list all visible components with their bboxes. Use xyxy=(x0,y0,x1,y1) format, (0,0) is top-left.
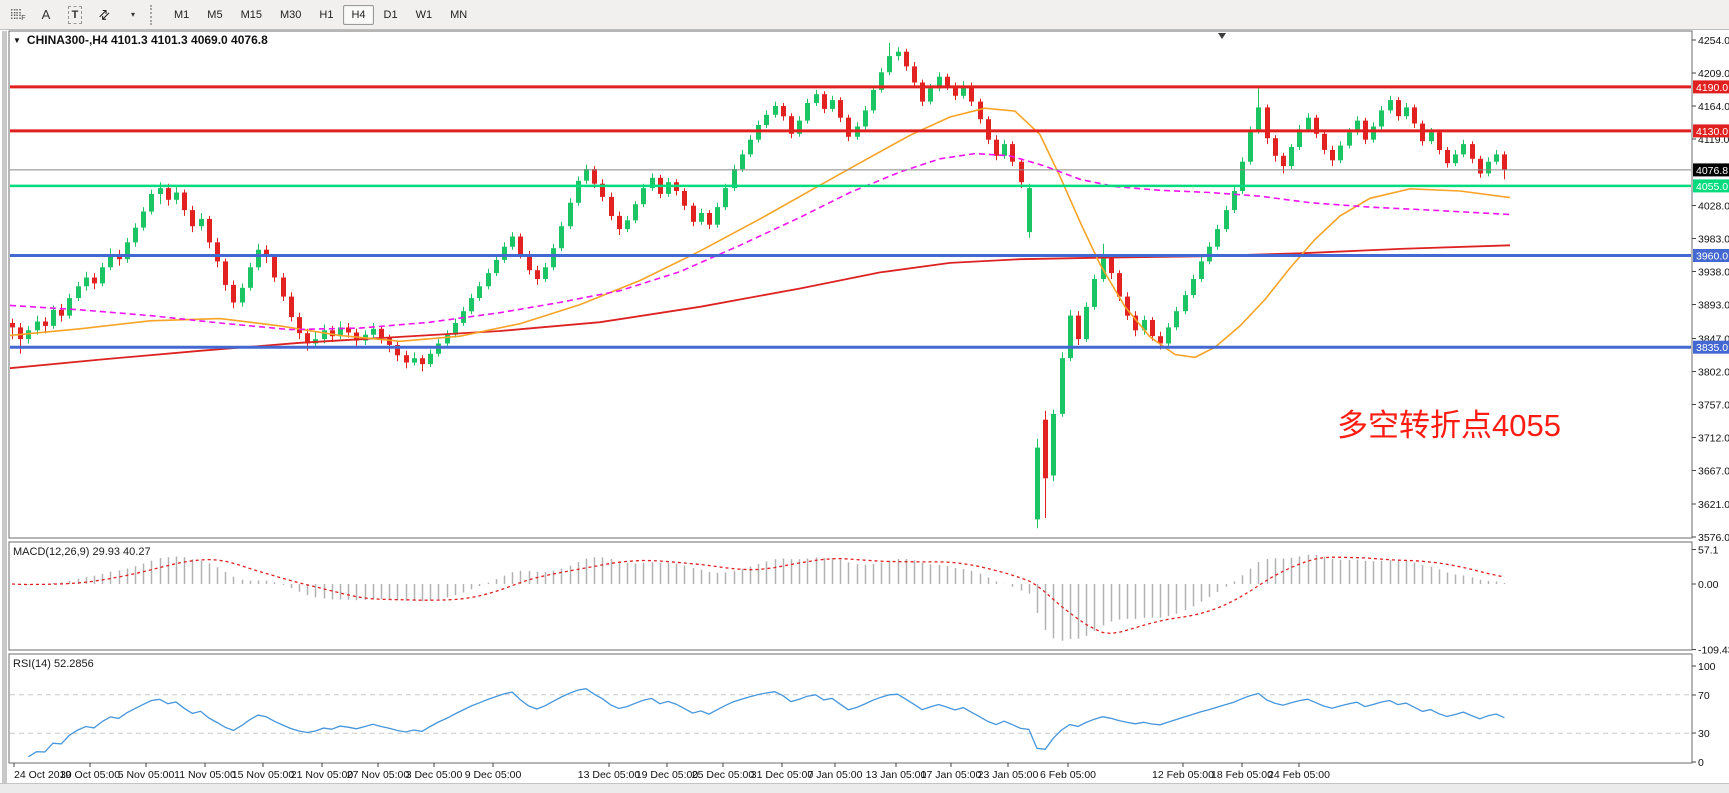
timeframe-D1[interactable]: D1 xyxy=(383,8,398,21)
svg-text:4190.0: 4190.0 xyxy=(1696,82,1728,94)
svg-text:0.00: 0.00 xyxy=(1698,579,1719,591)
price-label-4055.0 xyxy=(1693,179,1729,193)
svg-text:4254.0: 4254.0 xyxy=(1698,35,1729,47)
macd-indicator-label: MACD(12,26,9) 29.93 40.27 xyxy=(13,546,151,558)
svg-text:11 Nov 05:00: 11 Nov 05:00 xyxy=(174,769,236,781)
timeframe-H4[interactable]: H4 xyxy=(343,4,374,25)
svg-text:3938.0: 3938.0 xyxy=(1698,267,1729,279)
svg-text:31 Dec 05:00: 31 Dec 05:00 xyxy=(751,769,814,781)
dropdown-caret-icon[interactable]: ▾ xyxy=(130,10,135,19)
toolbar: ⣿⣿ F A T ⇄ ▾ M1 M5 M15 M30 H1 H4 D1 W1 MN xyxy=(0,0,1729,30)
chart-title: CHINA300-,H4 4101.3 4101.3 4069.0 4076.8 xyxy=(26,33,268,47)
price-axis[interactable]: 4254.04209.04164.04119.04028.03983.03938… xyxy=(1692,35,1729,769)
svg-text:4055.0: 4055.0 xyxy=(1696,181,1728,193)
macd-histogram xyxy=(19,554,1506,641)
window-left-edge xyxy=(2,31,7,783)
svg-text:0: 0 xyxy=(1698,757,1704,769)
rsi-line xyxy=(28,688,1505,758)
svg-text:3576.0: 3576.0 xyxy=(1698,532,1729,544)
svg-text:4028.0: 4028.0 xyxy=(1698,201,1729,213)
svg-text:4209.0: 4209.0 xyxy=(1698,68,1729,80)
price-label-4076.8 xyxy=(1693,163,1729,177)
price-label-3835.0 xyxy=(1693,340,1729,354)
svg-text:18 Feb 05:00: 18 Feb 05:00 xyxy=(1211,769,1273,781)
svg-text:70: 70 xyxy=(1698,690,1710,702)
svg-text:3 Dec 05:00: 3 Dec 05:00 xyxy=(406,769,463,781)
svg-text:13 Jan 05:00: 13 Jan 05:00 xyxy=(866,769,927,781)
price-label-4130.0 xyxy=(1693,124,1729,138)
svg-text:100: 100 xyxy=(1698,661,1716,673)
timeframe-W1[interactable]: W1 xyxy=(415,8,433,21)
chart-title-row: ▼ CHINA300-,H4 4101.3 4101.3 4069.0 4076… xyxy=(13,33,268,47)
toolbar-grip[interactable] xyxy=(150,4,158,25)
svg-text:3802.0: 3802.0 xyxy=(1698,366,1729,378)
symbol-dropdown-icon[interactable]: ▼ xyxy=(13,35,21,45)
svg-text:3621.0: 3621.0 xyxy=(1698,499,1729,511)
price-label-3960.0 xyxy=(1693,249,1729,262)
svg-text:3960.0: 3960.0 xyxy=(1696,251,1728,263)
timeframe-M1[interactable]: M1 xyxy=(174,8,190,21)
price-label-4190.0 xyxy=(1693,80,1729,94)
ma-orange-fast xyxy=(10,107,1511,359)
svg-text:6 Feb 05:00: 6 Feb 05:00 xyxy=(1040,769,1096,781)
ma-magenta-mid xyxy=(10,152,1511,331)
timeframe-H1[interactable]: H1 xyxy=(319,8,334,21)
svg-text:30 Oct 05:00: 30 Oct 05:00 xyxy=(60,769,120,781)
toolbar-icon-group: ⣿⣿ F A T ⇄ ▾ xyxy=(6,3,144,27)
svg-text:4076.8: 4076.8 xyxy=(1696,165,1728,177)
timeframe-MN[interactable]: MN xyxy=(450,8,468,21)
svg-text:3893.0: 3893.0 xyxy=(1698,300,1729,312)
svg-text:23 Jan 05:00: 23 Jan 05:00 xyxy=(978,769,1039,781)
shift-marker-icon xyxy=(1218,33,1226,39)
svg-text:57.1: 57.1 xyxy=(1698,545,1719,557)
svg-text:13 Dec 05:00: 13 Dec 05:00 xyxy=(578,769,641,781)
chart-annotation-text: 多空转折点4055 xyxy=(1337,408,1561,443)
text-a-icon[interactable]: A xyxy=(41,7,51,22)
window-bottom-edge xyxy=(0,784,1729,793)
svg-text:3835.0: 3835.0 xyxy=(1696,342,1728,354)
svg-text:17 Jan 05:00: 17 Jan 05:00 xyxy=(921,769,982,781)
timeframe-M5[interactable]: M5 xyxy=(207,8,223,21)
panel-rsi[interactable] xyxy=(8,653,1693,764)
svg-text:15 Nov 05:00: 15 Nov 05:00 xyxy=(232,769,295,781)
svg-text:19 Dec 05:00: 19 Dec 05:00 xyxy=(636,769,699,781)
timeframe-toolbar: M1 M5 M15 M30 H1 H4 D1 W1 MN xyxy=(166,4,475,25)
svg-text:27 Nov 05:00: 27 Nov 05:00 xyxy=(347,769,410,781)
macd-signal-line xyxy=(11,556,1505,635)
svg-text:12 Feb 05:00: 12 Feb 05:00 xyxy=(1152,769,1214,781)
svg-text:3983.0: 3983.0 xyxy=(1698,234,1729,246)
panel-macd[interactable] xyxy=(8,541,1693,651)
svg-text:30: 30 xyxy=(1698,728,1710,740)
svg-text:21 Nov 05:00: 21 Nov 05:00 xyxy=(291,769,354,781)
rsi-indicator-label: RSI(14) 52.2856 xyxy=(13,658,94,670)
svg-text:25 Dec 05:00: 25 Dec 05:00 xyxy=(692,769,755,781)
svg-text:24 Feb 05:00: 24 Feb 05:00 xyxy=(1268,769,1330,781)
svg-text:9 Dec 05:00: 9 Dec 05:00 xyxy=(465,769,522,781)
svg-text:3757.0: 3757.0 xyxy=(1698,399,1729,411)
svg-text:7 Jan 05:00: 7 Jan 05:00 xyxy=(808,769,863,781)
svg-text:24 Oct 2019: 24 Oct 2019 xyxy=(14,769,71,781)
timeframe-M30[interactable]: M30 xyxy=(279,8,302,21)
svg-text:4130.0: 4130.0 xyxy=(1696,126,1728,138)
text-label-icon[interactable]: T xyxy=(64,3,86,27)
grid-f-icon[interactable]: ⣿⣿ F xyxy=(9,9,26,22)
svg-text:5 Nov 05:00: 5 Nov 05:00 xyxy=(118,769,175,781)
svg-text:4164.0: 4164.0 xyxy=(1698,101,1729,113)
panel-main[interactable] xyxy=(8,30,1693,539)
timeframe-M15[interactable]: M15 xyxy=(240,8,262,21)
svg-text:3667.0: 3667.0 xyxy=(1698,465,1729,477)
svg-text:3712.0: 3712.0 xyxy=(1698,432,1729,444)
svg-text:-109.43: -109.43 xyxy=(1698,645,1729,657)
cycler-arrows-icon[interactable]: ⇄ xyxy=(94,4,113,24)
